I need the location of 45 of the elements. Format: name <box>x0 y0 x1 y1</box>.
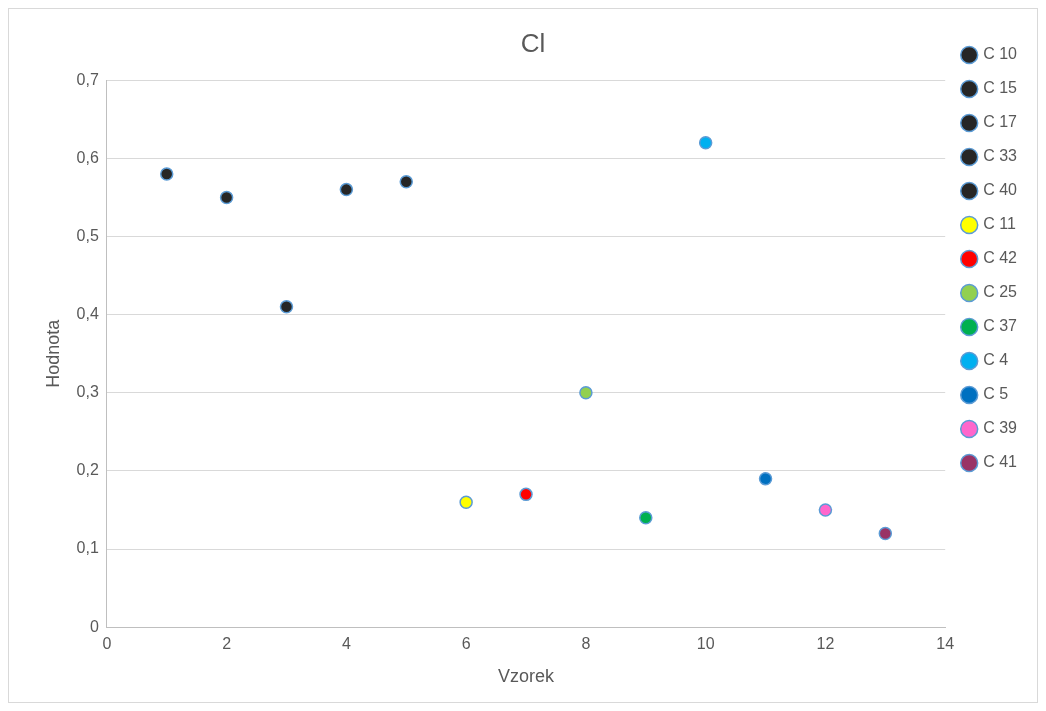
chart-title: Cl <box>520 27 546 58</box>
point <box>818 503 833 517</box>
y-tick-label: 0 <box>89 617 99 635</box>
x-tick-label: 8 <box>581 635 591 653</box>
legend-label: C 5 <box>983 385 1009 403</box>
legend-label: C 25 <box>983 283 1018 301</box>
legend-label: C 39 <box>983 419 1018 437</box>
legend-label: C 37 <box>983 317 1018 335</box>
point <box>698 135 713 150</box>
legend-label: C 15 <box>983 79 1018 97</box>
x-tick-label: 4 <box>341 635 351 653</box>
point <box>219 190 234 205</box>
x-tick-label: 0 <box>102 635 112 653</box>
point <box>159 167 174 181</box>
point <box>399 175 414 189</box>
legend-label: C 11 <box>983 215 1016 233</box>
y-tick-label: 0,4 <box>76 305 99 323</box>
x-tick-label: 14 <box>936 635 955 653</box>
legend-label: C 33 <box>983 147 1018 165</box>
y-tick-label: 0,7 <box>76 70 99 88</box>
x-tick-label: 6 <box>461 635 471 653</box>
y-tick-label: 0,3 <box>76 383 99 401</box>
point <box>519 487 533 502</box>
x-tick-label: 2 <box>222 635 232 653</box>
legend-label: C 17 <box>983 113 1018 131</box>
legend-label: C 10 <box>983 45 1018 63</box>
x-tick-label: 12 <box>816 635 835 653</box>
point <box>639 511 653 525</box>
point <box>579 386 593 400</box>
legend-label: C 42 <box>983 249 1018 267</box>
point <box>758 471 773 486</box>
x-axis-title: Vzorek <box>498 666 556 687</box>
legend-label: C 40 <box>983 181 1018 199</box>
point <box>878 526 893 541</box>
point <box>279 300 294 314</box>
y-tick-label: 0,5 <box>76 226 99 244</box>
legend-label: C 4 <box>983 351 1009 369</box>
y-tick-label: 0,1 <box>76 539 99 557</box>
point <box>459 495 473 509</box>
legend-label: C 41 <box>983 453 1018 471</box>
y-axis-title: Hodnota <box>42 318 63 388</box>
y-tick-label: 0,2 <box>76 461 99 479</box>
y-tick-label: 0,6 <box>76 148 99 166</box>
x-tick-label: 10 <box>696 635 715 653</box>
point <box>339 182 354 197</box>
